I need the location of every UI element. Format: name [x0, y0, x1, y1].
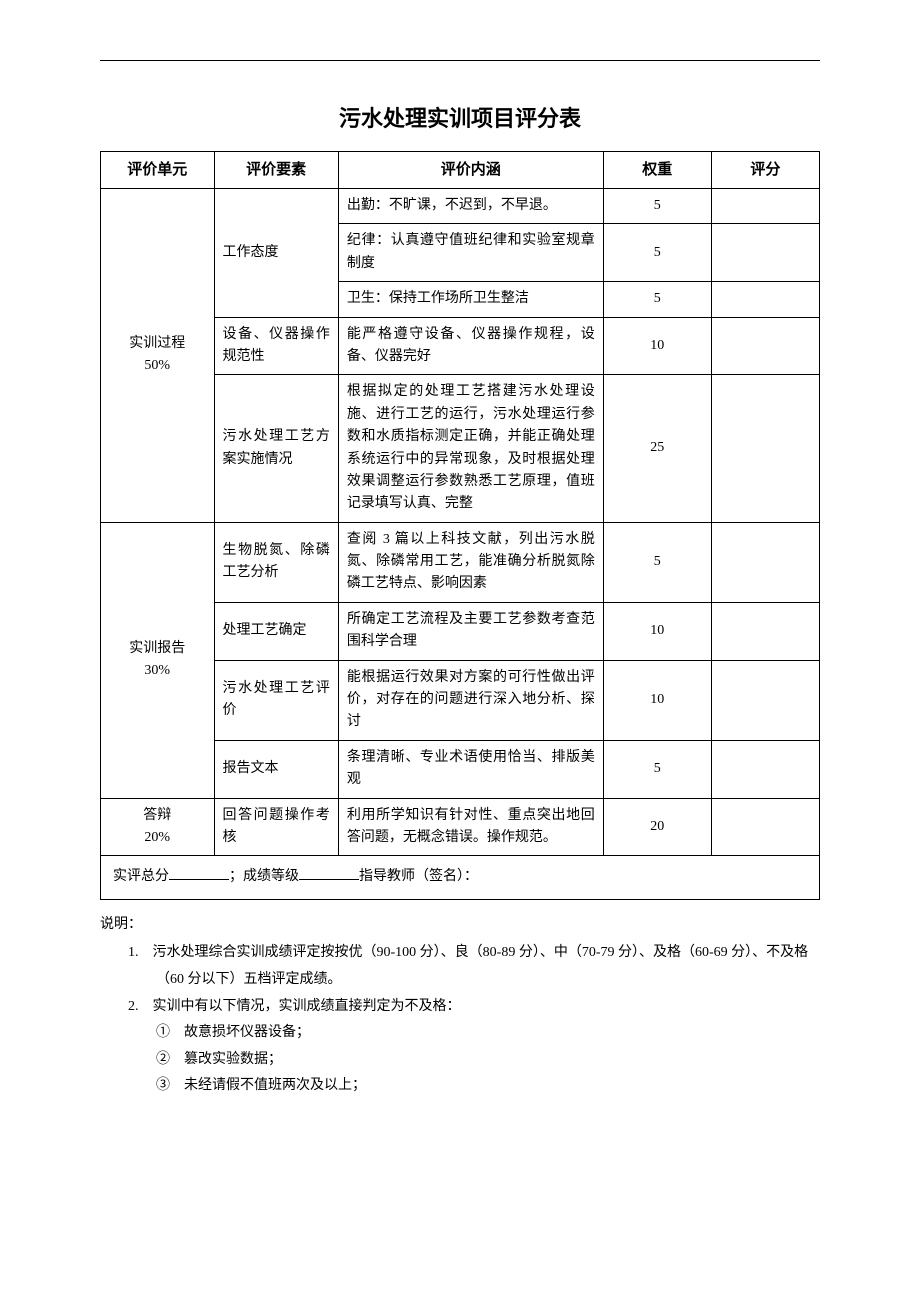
notes-section: 说明： 1. 污水处理综合实训成绩评定按按优（90-100 分）、良（80-89… [100, 912, 820, 1100]
table-body: 实训过程 50% 工作态度 出勤：不旷课，不迟到，不早退。 5 纪律：认真遵守值… [101, 189, 820, 900]
header-weight: 权重 [603, 152, 711, 189]
element-cell: 污水处理工艺评价 [214, 660, 338, 740]
weight-cell: 10 [603, 660, 711, 740]
unit-cell: 实训过程 50% [101, 189, 215, 523]
weight-cell: 25 [603, 375, 711, 522]
content-cell: 所确定工艺流程及主要工艺参数考查范围科学合理 [338, 602, 603, 660]
unit-cell: 答辩 20% [101, 798, 215, 856]
score-cell [711, 740, 819, 798]
header-divider [100, 60, 820, 61]
content-cell: 利用所学知识有针对性、重点突出地回答问题，无概念错误。操作规范。 [338, 798, 603, 856]
content-cell: 能严格遵守设备、仪器操作规程，设备、仪器完好 [338, 317, 603, 375]
score-cell [711, 224, 819, 282]
score-cell [711, 602, 819, 660]
table-row: 答辩 20% 回答问题操作考核 利用所学知识有针对性、重点突出地回答问题，无概念… [101, 798, 820, 856]
element-cell: 生物脱氮、除磷工艺分析 [214, 522, 338, 602]
header-unit: 评价单元 [101, 152, 215, 189]
footer-mid: ；成绩等级 [229, 869, 299, 884]
score-cell [711, 189, 819, 224]
weight-cell: 5 [603, 224, 711, 282]
footer-prefix: 实评总分 [113, 869, 169, 884]
header-content: 评价内涵 [338, 152, 603, 189]
unit-label: 实训过程 [129, 336, 185, 351]
unit-percent: 20% [144, 830, 170, 845]
notes-title: 说明： [100, 912, 820, 939]
weight-cell: 5 [603, 282, 711, 317]
grade-blank [299, 879, 359, 880]
note-sub-item: ② 篡改实验数据； [100, 1047, 820, 1074]
content-cell: 查阅 3 篇以上科技文献，列出污水脱氮、除磷常用工艺，能准确分析脱氮除磷工艺特点… [338, 522, 603, 602]
content-cell: 根据拟定的处理工艺搭建污水处理设施、进行工艺的运行，污水处理运行参数和水质指标测… [338, 375, 603, 522]
note-sub-item: ③ 未经请假不值班两次及以上； [100, 1073, 820, 1100]
element-cell: 工作态度 [214, 189, 338, 318]
unit-percent: 30% [144, 663, 170, 678]
score-cell [711, 375, 819, 522]
weight-cell: 10 [603, 317, 711, 375]
content-cell: 出勤：不旷课，不迟到，不早退。 [338, 189, 603, 224]
score-cell [711, 798, 819, 856]
score-cell [711, 522, 819, 602]
scoring-table: 评价单元 评价要素 评价内涵 权重 评分 实训过程 50% 工作态度 出勤：不旷… [100, 151, 820, 900]
header-element: 评价要素 [214, 152, 338, 189]
table-row: 实训过程 50% 工作态度 出勤：不旷课，不迟到，不早退。 5 [101, 189, 820, 224]
element-cell: 处理工艺确定 [214, 602, 338, 660]
element-cell: 报告文本 [214, 740, 338, 798]
note-item: 2. 实训中有以下情况，实训成绩直接判定为不及格： [100, 994, 820, 1021]
weight-cell: 10 [603, 602, 711, 660]
score-cell [711, 317, 819, 375]
element-cell: 设备、仪器操作规范性 [214, 317, 338, 375]
note-sub-item: ① 故意损坏仪器设备； [100, 1020, 820, 1047]
content-cell: 条理清晰、专业术语使用恰当、排版美观 [338, 740, 603, 798]
weight-cell: 5 [603, 740, 711, 798]
page-title: 污水处理实训项目评分表 [100, 101, 820, 133]
header-score: 评分 [711, 152, 819, 189]
unit-cell: 实训报告 30% [101, 522, 215, 798]
unit-label: 答辩 [143, 808, 171, 823]
content-cell: 能根据运行效果对方案的可行性做出评价，对存在的问题进行深入地分析、探讨 [338, 660, 603, 740]
score-cell [711, 282, 819, 317]
table-header-row: 评价单元 评价要素 评价内涵 权重 评分 [101, 152, 820, 189]
weight-cell: 20 [603, 798, 711, 856]
total-score-blank [169, 879, 229, 880]
content-cell: 纪律：认真遵守值班纪律和实验室规章制度 [338, 224, 603, 282]
weight-cell: 5 [603, 189, 711, 224]
footer-row: 实评总分 ；成绩等级 指导教师（签名）： [101, 856, 820, 899]
footer-cell: 实评总分 ；成绩等级 指导教师（签名）： [101, 856, 820, 899]
content-cell: 卫生：保持工作场所卫生整洁 [338, 282, 603, 317]
unit-percent: 50% [144, 358, 170, 373]
score-cell [711, 660, 819, 740]
note-item: 1. 污水处理综合实训成绩评定按按优（90-100 分）、良（80-89 分）、… [100, 940, 820, 993]
unit-label: 实训报告 [129, 641, 185, 656]
element-cell: 回答问题操作考核 [214, 798, 338, 856]
element-cell: 污水处理工艺方案实施情况 [214, 375, 338, 522]
table-row: 实训报告 30% 生物脱氮、除磷工艺分析 查阅 3 篇以上科技文献，列出污水脱氮… [101, 522, 820, 602]
footer-suffix: 指导教师（签名）： [359, 869, 478, 884]
weight-cell: 5 [603, 522, 711, 602]
